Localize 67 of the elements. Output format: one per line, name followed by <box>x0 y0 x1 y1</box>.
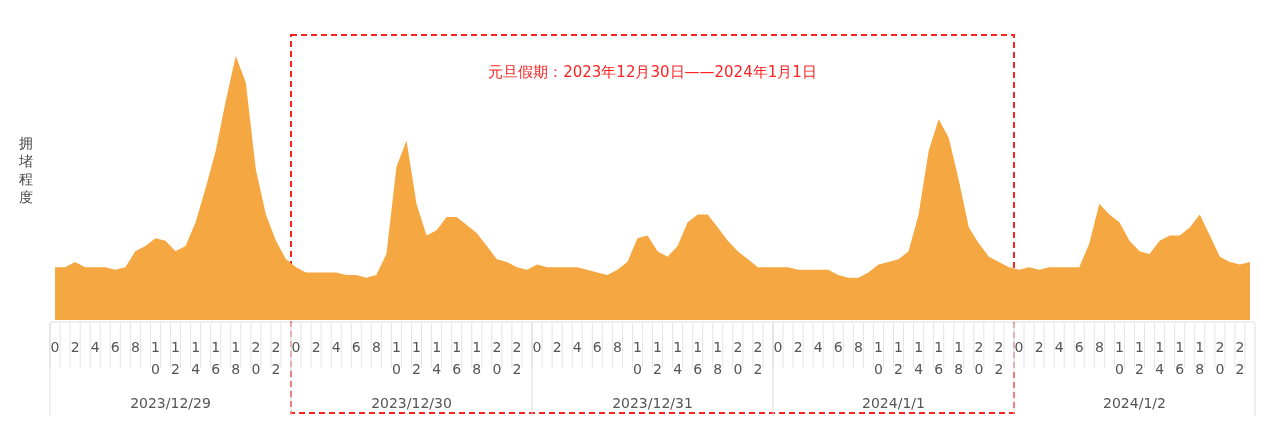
x-tick-label: 2 <box>70 339 80 355</box>
x-tick-label: 2 <box>793 339 803 355</box>
x-tick-label: 20 <box>733 339 743 377</box>
x-tick-label: 4 <box>813 339 823 355</box>
x-tick-label: 20 <box>251 339 261 377</box>
x-tick-label: 2 <box>552 339 562 355</box>
x-tick-label: 10 <box>873 339 883 377</box>
annotation: 元旦假期：2023年12月30日——2024年1月1日 <box>488 63 817 81</box>
x-tick-label: 22 <box>753 339 763 377</box>
x-tick-label: 12 <box>412 339 421 377</box>
x-tick-label: 4 <box>572 339 582 355</box>
x-tick-label: 18 <box>231 339 241 377</box>
x-tick-label: 0 <box>532 339 542 355</box>
x-tick-label: 2 <box>311 339 321 355</box>
y-axis-title: 拥堵程度 <box>18 135 33 205</box>
text: 2023/12/29 <box>130 395 211 411</box>
x-tick-label: 14 <box>432 339 442 377</box>
x-tick-label: 2 <box>1034 339 1044 355</box>
x-tick-label: 10 <box>150 339 160 377</box>
x-tick-label: 8 <box>371 339 381 355</box>
x-tick-label: 20 <box>974 339 984 377</box>
x-tick-label: 12 <box>1135 339 1144 377</box>
x-tick-label: 6 <box>110 339 120 355</box>
x-tick-label: 6 <box>833 339 843 355</box>
x-tick-label: 8 <box>1094 339 1104 355</box>
text: 2024/1/2 <box>1103 395 1166 411</box>
x-tick-label: 18 <box>472 339 482 377</box>
x-tick-label: 8 <box>130 339 140 355</box>
x-tick-label: 12 <box>894 339 903 377</box>
x-tick-label: 16 <box>452 339 462 377</box>
text: 2023/12/30 <box>371 395 452 411</box>
x-tick-label: 0 <box>1014 339 1024 355</box>
x-tick-label: 10 <box>391 339 401 377</box>
x-tick-label: 18 <box>713 339 723 377</box>
x-tick-label: 8 <box>612 339 622 355</box>
x-tick-label: 0 <box>50 339 60 355</box>
x-tick-label: 22 <box>512 339 522 377</box>
x-tick-label: 18 <box>1195 339 1205 377</box>
x-tick-label: 4 <box>331 339 341 355</box>
x-tick-label: 22 <box>271 339 281 377</box>
x-tick-label: 14 <box>673 339 683 377</box>
x-tick-label: 12 <box>171 339 180 377</box>
x-tick-label: 8 <box>853 339 863 355</box>
x-tick-label: 10 <box>1114 339 1124 377</box>
x-tick-label: 22 <box>994 339 1004 377</box>
text: 2024/1/1 <box>862 395 925 411</box>
x-tick-label: 14 <box>914 339 924 377</box>
x-tick-label: 18 <box>954 339 964 377</box>
x-tick-label: 6 <box>351 339 361 355</box>
x-tick-label: 14 <box>191 339 201 377</box>
x-tick-label: 22 <box>1235 339 1245 377</box>
x-tick-label: 4 <box>90 339 100 355</box>
x-tick-label: 14 <box>1155 339 1165 377</box>
x-tick-label: 16 <box>211 339 221 377</box>
x-tick-label: 16 <box>934 339 944 377</box>
x-tick-label: 12 <box>653 339 662 377</box>
x-tick-label: 4 <box>1054 339 1064 355</box>
x-tick-label: 6 <box>1074 339 1084 355</box>
x-tick-label: 6 <box>592 339 602 355</box>
x-tick-label: 0 <box>291 339 301 355</box>
x-tick-label: 20 <box>492 339 502 377</box>
x-tick-label: 16 <box>1175 339 1185 377</box>
x-tick-label: 10 <box>632 339 642 377</box>
x-tick-label: 0 <box>773 339 783 355</box>
x-tick-label: 20 <box>1215 339 1225 377</box>
text: 2023/12/31 <box>612 395 693 411</box>
x-tick-label: 16 <box>693 339 703 377</box>
